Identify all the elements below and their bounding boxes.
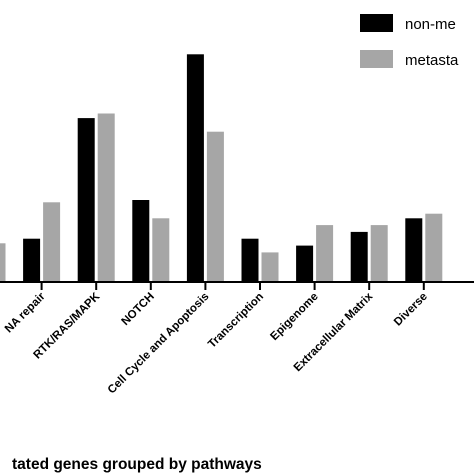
bar-non-metastatic-transcription bbox=[241, 238, 259, 282]
x-tick-label-notch: NOTCH bbox=[120, 291, 157, 328]
bar-non-metastatic-cell-cycle-and-apoptosis bbox=[186, 54, 204, 282]
bar-metastatic-cell-cycle-and-apoptosis bbox=[206, 131, 224, 282]
legend: non-me metasta bbox=[360, 14, 459, 69]
bar-metastatic-category bbox=[0, 243, 6, 282]
bar-non-metastatic-diverse bbox=[405, 218, 423, 283]
bar-metastatic-na-repair bbox=[43, 202, 61, 282]
bar-non-metastatic-notch bbox=[132, 200, 150, 282]
legend-label-metastatic: metasta bbox=[405, 52, 459, 69]
x-tick-label-epigenome: Epigenome bbox=[268, 291, 320, 343]
bar-metastatic-diverse bbox=[425, 213, 443, 282]
bar-metastatic-notch bbox=[152, 218, 170, 283]
x-tick-label-transcription: Transcription bbox=[206, 291, 266, 351]
bar-metastatic-transcription bbox=[261, 252, 279, 282]
bar-metastatic-epigenome bbox=[316, 225, 334, 282]
bar-non-metastatic-rtk-ras-mapk bbox=[77, 118, 95, 282]
bar-non-metastatic-na-repair bbox=[23, 238, 41, 282]
x-tick-label-diverse: Diverse bbox=[392, 291, 430, 329]
x-ticks-group bbox=[40, 282, 425, 290]
bar-non-metastatic-extracellular-matrix bbox=[350, 231, 368, 282]
x-axis-title: tated genes grouped by pathways bbox=[12, 456, 262, 473]
legend-swatch-metastatic bbox=[360, 50, 393, 68]
bar-metastatic-extracellular-matrix bbox=[370, 225, 388, 282]
legend-label-non-metastatic: non-me bbox=[405, 16, 456, 33]
x-tick-label-cell-cycle-and-apoptosis: Cell Cycle and Apoptosis bbox=[106, 291, 212, 397]
bar-non-metastatic-epigenome bbox=[296, 245, 314, 282]
bar-metastatic-rtk-ras-mapk bbox=[97, 113, 115, 282]
legend-swatch-non-metastatic bbox=[360, 14, 393, 32]
x-tick-label-na-repair: NA repair bbox=[3, 290, 48, 335]
bars-group bbox=[0, 54, 443, 283]
